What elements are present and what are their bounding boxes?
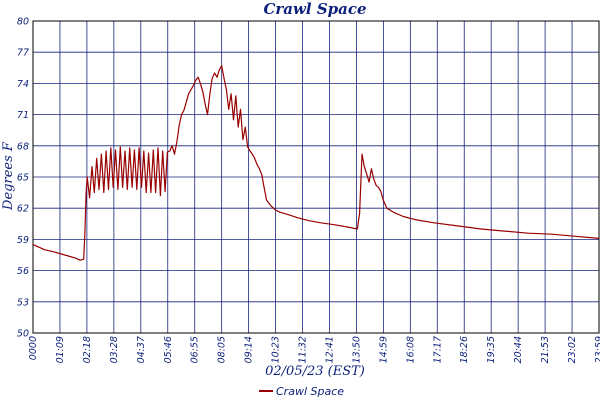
- y-axis-label: Degrees F: [1, 141, 16, 211]
- x-tick-label: 18:26: [459, 336, 470, 363]
- chart-title: Crawl Space: [263, 0, 366, 18]
- x-tick-label: 11:32: [298, 336, 309, 363]
- x-tick-label: 12:41: [324, 336, 335, 363]
- x-tick-label: 23:59: [594, 336, 600, 363]
- x-tick-label: 01:09: [55, 336, 66, 363]
- x-tick-label: 05:46: [163, 336, 174, 363]
- y-tick-label: 71: [17, 110, 29, 121]
- x-tick-labels: 0000 01:09 02:18 03:28 04:37 05:46 06:55 08:05 0…: [28, 336, 600, 363]
- x-tick-label: 04:37: [136, 336, 147, 363]
- x-tick-label: 06:55: [190, 336, 201, 363]
- y-tick-label: 80: [17, 17, 29, 28]
- x-axis-label: 02/05/23 (EST): [265, 364, 365, 379]
- x-tick-label: 02:18: [82, 336, 93, 363]
- x-tick-label: 17:17: [432, 336, 443, 363]
- y-tick-label: 65: [17, 173, 29, 184]
- y-tick-label: 50: [17, 329, 29, 340]
- x-tick-label: 10:23: [271, 336, 282, 363]
- x-tick-label: 03:28: [109, 336, 120, 363]
- x-tick-label: 20:44: [513, 336, 524, 363]
- legend: Crawl Space: [259, 385, 344, 398]
- x-tick-label: 09:14: [244, 336, 255, 363]
- x-tick-label: 14:59: [378, 336, 389, 363]
- y-tick-label: 77: [17, 48, 29, 59]
- x-tick-label: 19:35: [486, 336, 497, 363]
- plot-frame: [32, 20, 600, 334]
- x-tick-label: 13:50: [351, 336, 362, 363]
- x-tick-label: 0000: [28, 336, 39, 360]
- y-tick-labels: 50 53 56 59 62 65 68 71 74 77 80: [17, 17, 29, 340]
- y-tick-label: 74: [17, 79, 29, 90]
- y-tick-label: 59: [17, 235, 29, 246]
- y-tick-label: 62: [17, 204, 29, 215]
- x-tick-label: 23:02: [567, 336, 578, 363]
- y-tick-label: 68: [17, 141, 29, 152]
- x-tick-label: 21:53: [540, 336, 551, 363]
- x-tick-label: 08:05: [217, 336, 228, 363]
- y-tick-label: 56: [17, 266, 29, 277]
- series-line-crawl-space: [32, 65, 599, 261]
- x-tick-label: 16:08: [405, 336, 416, 363]
- y-tick-label: 53: [17, 297, 29, 308]
- legend-label-crawl-space: Crawl Space: [276, 385, 344, 398]
- chart-grid: [32, 20, 600, 334]
